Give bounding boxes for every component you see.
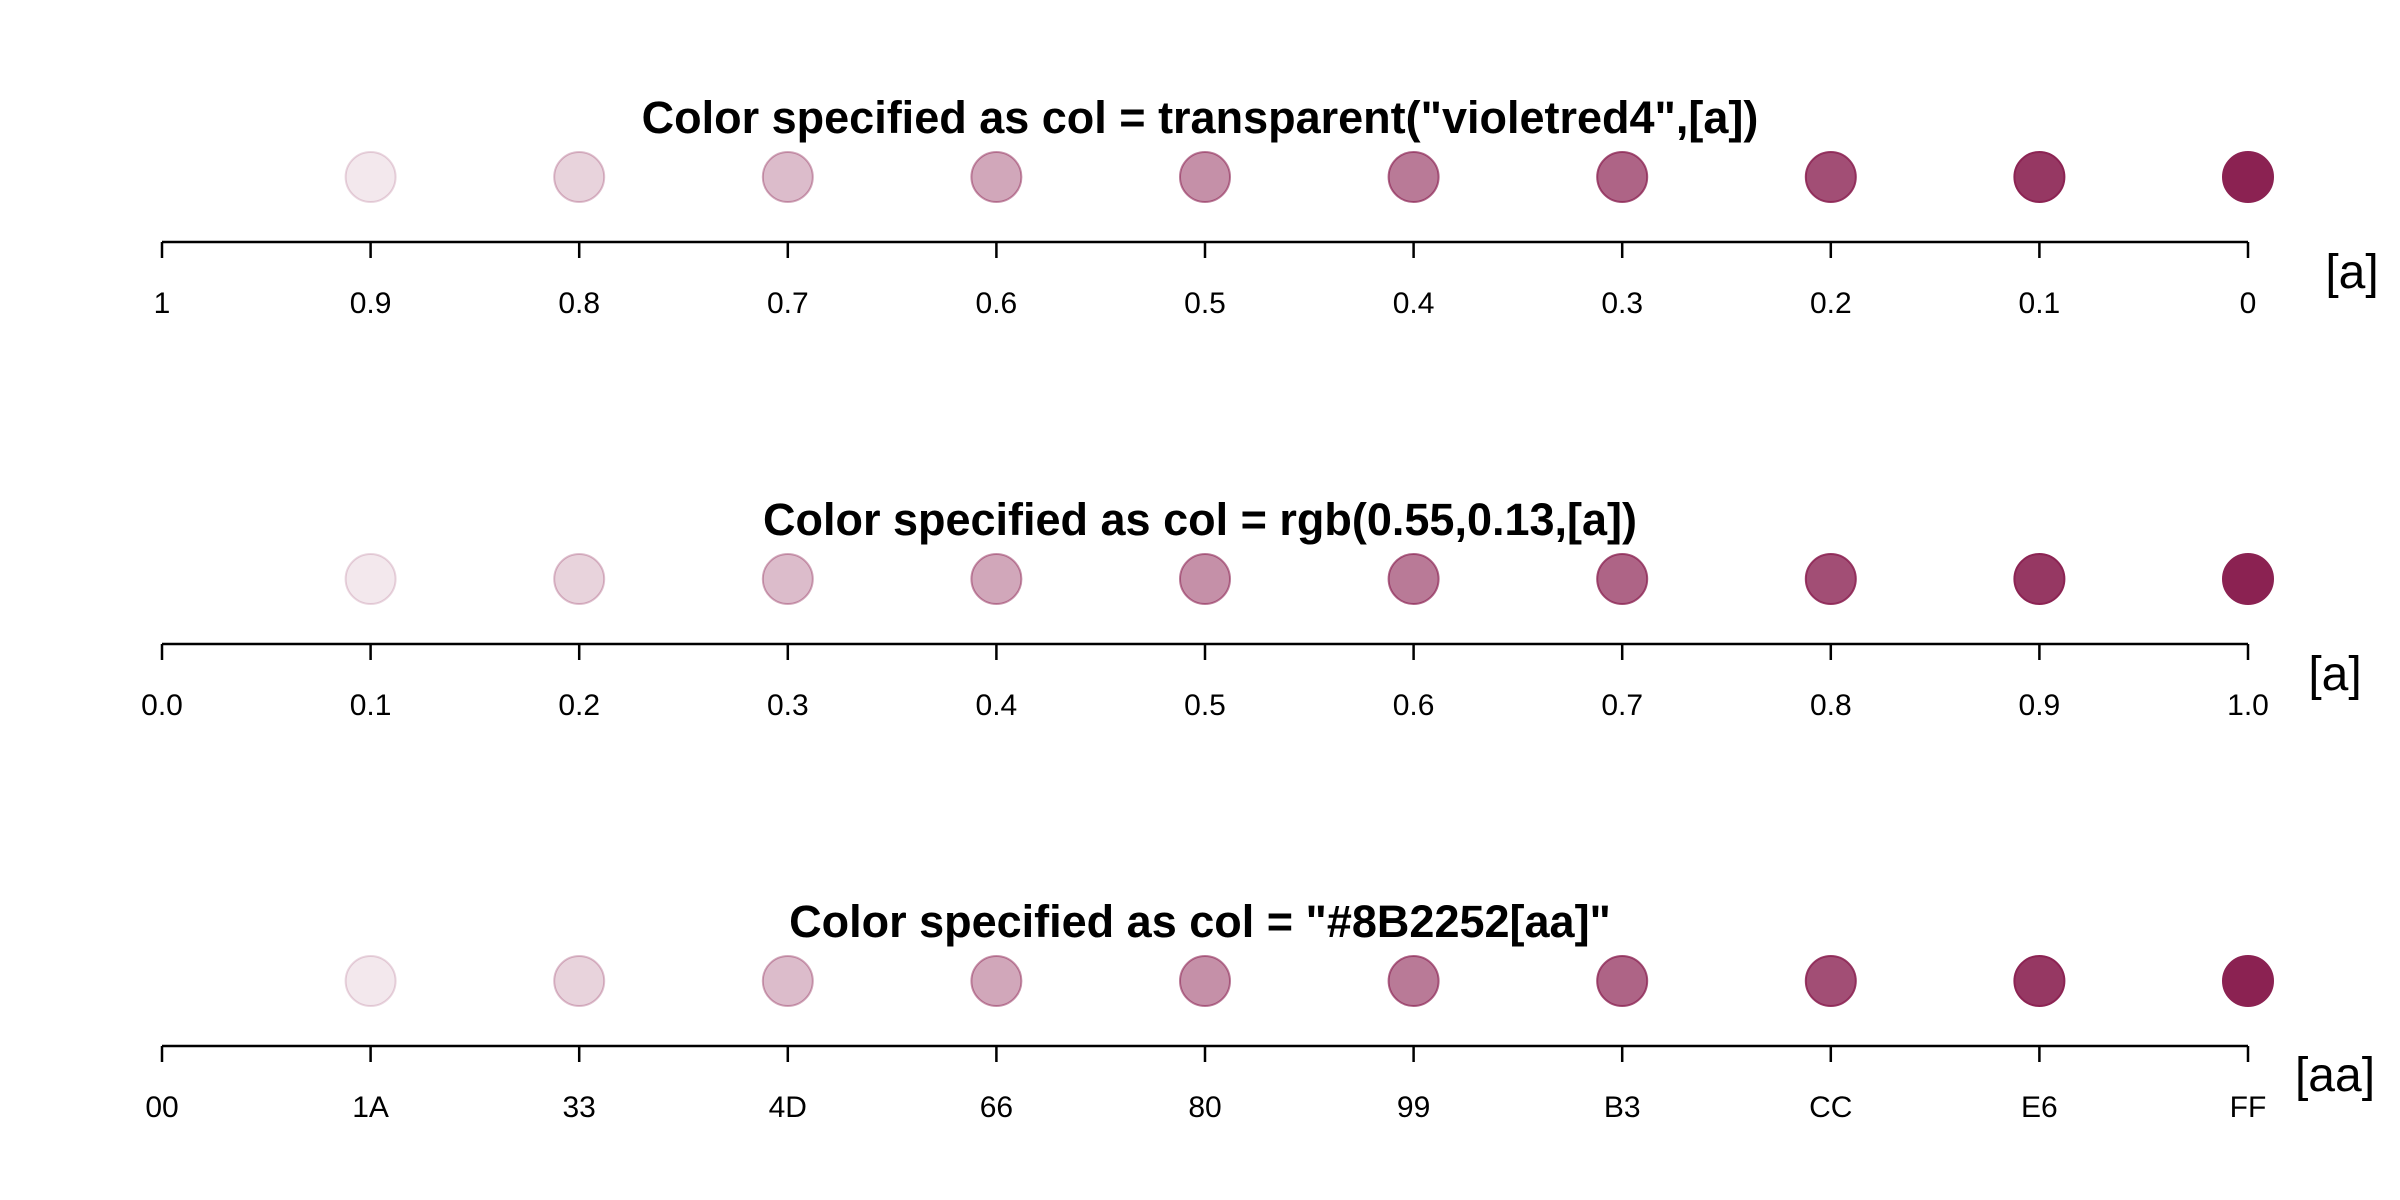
x-tick-label: FF [2230,1091,2267,1124]
x-tick-label: 99 [1397,1091,1430,1124]
x-tick-label: 4D [769,1091,807,1124]
data-point [2013,955,2066,1007]
data-point [1804,955,1857,1007]
x-tick-label: 0.7 [1601,689,1643,722]
data-point [1179,151,1231,203]
chart-panel-2: Color specified as col = rgb(0.55,0.13,[… [141,494,2362,722]
x-tick-label: 0.8 [1810,689,1852,722]
x-tick-label: 1A [352,1091,389,1124]
x-tick-label: 0.6 [976,287,1018,320]
data-point [970,553,1023,605]
data-point [553,553,606,605]
data-point [2222,553,2274,605]
data-point [2222,151,2274,203]
x-tick-label: E6 [2021,1091,2058,1124]
data-point [970,955,1023,1007]
data-point [761,151,814,203]
chart-panel-1: Color specified as col = transparent("vi… [154,92,2379,320]
x-tick-label: 0.2 [558,689,600,722]
chart-panels: Color specified as col = transparent("vi… [141,92,2379,1124]
chart-panel-3: Color specified as col = "#8B2252[aa]" 00… [145,896,2375,1124]
panel-title: Color specified as col = rgb(0.55,0.13,[… [763,494,1637,545]
x-tick-label: 0.6 [1393,689,1435,722]
data-point [553,151,606,203]
x-axis-label: [aa] [2295,1049,2375,1102]
data-point [1596,151,1649,203]
x-tick-label: 0 [2240,287,2257,320]
data-point [761,955,814,1007]
data-point [761,553,814,605]
data-point [970,151,1023,203]
data-point [1387,955,1440,1007]
x-tick-label: 33 [563,1091,596,1124]
data-point [1387,151,1440,203]
x-tick-label: B3 [1604,1091,1641,1124]
data-point [1596,955,1649,1007]
x-tick-label: 80 [1188,1091,1221,1124]
x-tick-label: 0.4 [976,689,1018,722]
x-tick-label: 0.2 [1810,287,1852,320]
data-point [553,955,606,1007]
data-point [2013,553,2066,605]
panel-title: Color specified as col = "#8B2252[aa]" [789,896,1611,947]
x-tick-label: 0.7 [767,287,809,320]
data-point [1804,151,1857,203]
x-tick-label: 0.5 [1184,689,1226,722]
data-point [2013,151,2066,203]
x-axis-label: [a] [2325,246,2378,299]
data-point [2222,955,2274,1007]
panel-title: Color specified as col = transparent("vi… [642,92,1759,143]
x-tick-label: 0.5 [1184,287,1226,320]
data-point [1179,553,1231,605]
data-point [1804,553,1857,605]
x-tick-label: 0.9 [2019,689,2061,722]
x-axis-label: [a] [2308,648,2361,701]
x-tick-label: 66 [980,1091,1013,1124]
x-tick-label: 1 [154,287,171,320]
data-point [1387,553,1440,605]
data-point [1596,553,1649,605]
x-tick-label: 0.0 [141,689,183,722]
x-tick-label: 0.4 [1393,287,1435,320]
x-tick-label: CC [1809,1091,1852,1124]
x-tick-label: 0.8 [558,287,600,320]
x-tick-label: 0.9 [350,287,392,320]
x-tick-label: 1.0 [2227,689,2269,722]
data-point [344,955,397,1007]
data-point [344,151,397,203]
x-tick-label: 00 [145,1091,178,1124]
x-tick-label: 0.1 [2019,287,2061,320]
x-tick-label: 0.1 [350,689,392,722]
x-tick-label: 0.3 [767,689,809,722]
data-point [1179,955,1231,1007]
data-point [344,553,397,605]
x-tick-label: 0.3 [1601,287,1643,320]
